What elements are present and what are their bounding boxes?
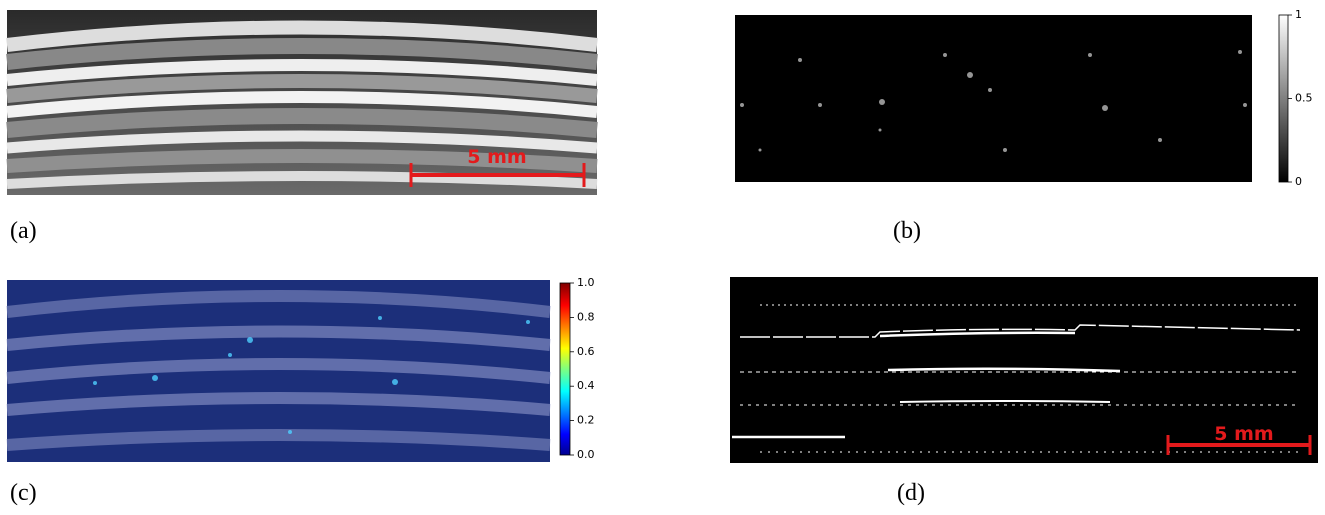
panel-label: (d): [897, 480, 925, 506]
panel-label: (b): [893, 218, 921, 244]
panel-d-image: [730, 277, 1318, 463]
colorbar-tick-label: 0.4: [577, 379, 595, 392]
colorbar-tick-label: 1.0: [577, 276, 595, 289]
colorbar-tick-label: 1: [1295, 8, 1302, 21]
panel-c-image: [6, 280, 551, 462]
colorbar-tick-label: 0.0: [577, 448, 595, 461]
panel-label: (c): [10, 480, 37, 506]
colorbar: [1278, 14, 1289, 183]
scale-bar-label: 5 mm: [1214, 423, 1273, 445]
colorbar: [559, 282, 571, 456]
colorbar-tick-label: 0: [1295, 175, 1302, 188]
colorbar-tick-label: 0.6: [577, 345, 595, 358]
colorbar-tick-label: 0.5: [1295, 92, 1313, 105]
panel-label: (a): [10, 218, 37, 244]
colorbar-tick-label: 0.8: [577, 310, 595, 323]
panel-b-image: [735, 15, 1252, 182]
scale-bar-label: 5 mm: [467, 146, 526, 168]
colorbar-tick-label: 0.2: [577, 414, 595, 427]
panel-a-image: [6, 10, 598, 195]
